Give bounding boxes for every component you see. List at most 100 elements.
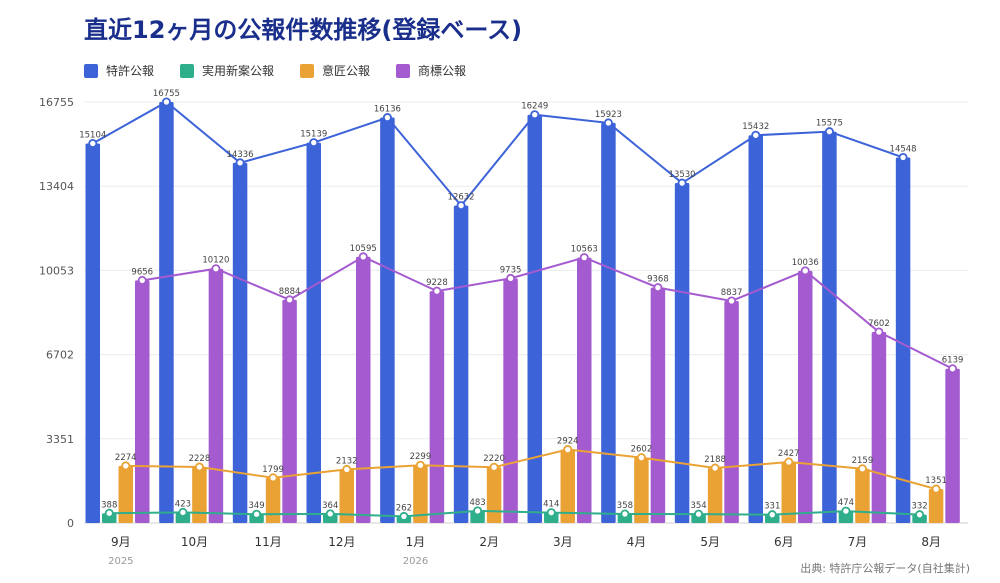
point-patent [824,127,834,137]
point-design [194,462,204,472]
data-label-design: 1351 [925,476,947,486]
chart-title: 直近12ヶ月の公報件数推移(登録ベース) [84,16,523,44]
bar-trademark [208,268,224,523]
data-label-design: 2159 [852,456,874,466]
bar-patent [306,142,321,523]
point-utility [473,506,483,516]
data-label-patent: 15923 [595,110,622,120]
point-patent [751,130,761,140]
data-label-trademark: 10595 [350,244,377,254]
point-trademark [137,275,147,285]
data-label-trademark: 6139 [942,356,964,366]
data-label-utility: 388 [101,500,117,510]
data-label-utility: 358 [617,501,633,511]
data-label-patent: 14548 [890,144,917,154]
bar-design [634,457,649,523]
point-patent [603,118,613,128]
bar-patent [159,102,174,523]
point-trademark [800,266,810,276]
x-tick-label: 12月 [328,535,355,549]
point-trademark [211,264,221,274]
data-label-trademark: 9656 [131,267,153,277]
point-utility [178,507,188,517]
y-tick-label: 6702 [46,349,74,362]
point-utility [915,510,925,520]
data-label-design: 2132 [336,456,358,466]
bar-patent [380,117,395,524]
legend-swatch-patent [84,63,98,78]
bar-design [192,467,207,523]
data-label-utility: 483 [469,498,485,508]
line-design [125,448,937,491]
x-tick-label: 9月 [111,535,131,549]
point-patent [161,97,171,107]
bar-design [265,477,281,523]
data-label-utility: 331 [764,502,780,512]
point-utility [620,509,630,519]
bar-design [339,469,354,523]
data-label-trademark: 8884 [279,287,301,297]
y-tick-label: 3351 [46,433,74,446]
x-tick-label: 11月 [255,535,282,549]
point-utility [767,510,777,520]
legend-label-utility: 実用新案公報 [202,64,275,78]
legend-item-patent[interactable]: 特許公報 [84,62,154,79]
point-patent [456,201,466,211]
point-utility [399,511,409,521]
point-trademark [432,286,442,296]
point-patent [382,113,392,123]
point-trademark [653,283,663,293]
data-label-design: 2924 [557,437,579,447]
bar-design [486,467,502,523]
data-label-design: 2188 [704,455,726,465]
point-design [710,463,720,473]
point-trademark [285,295,295,305]
data-label-patent: 14336 [227,150,254,160]
data-label-utility: 414 [543,500,559,510]
bar-patent [527,114,542,523]
point-design [784,457,794,467]
x-tick-label: 1月 [406,535,426,549]
bar-patent [232,162,248,523]
legend-label-trademark: 商標公報 [418,64,467,78]
point-trademark [506,273,516,283]
point-trademark [579,253,589,263]
data-label-utility: 354 [690,501,706,511]
data-label-trademark: 7602 [868,319,890,329]
point-patent [88,138,98,148]
bar-design [855,468,870,523]
point-trademark [358,252,368,262]
data-label-patent: 15432 [742,122,769,132]
bar-trademark [945,368,960,523]
bar-design [928,489,944,523]
line-patent [92,100,904,208]
point-utility [546,508,556,518]
legend: 特許公報 実用新案公報 意匠公報 商標公報 [84,62,466,79]
data-label-design: 2274 [115,453,137,463]
data-label-trademark: 10036 [792,258,819,268]
data-label-patent: 15575 [816,119,843,129]
legend-item-utility[interactable]: 実用新案公報 [180,62,274,79]
x-tick-label: 10月 [181,535,208,549]
bar-patent [453,205,469,524]
data-label-design: 2299 [410,452,432,462]
data-label-design: 2602 [631,445,653,455]
bar-utility [470,510,485,523]
legend-item-design[interactable]: 意匠公報 [300,62,370,79]
point-design [489,462,499,472]
legend-swatch-utility [180,63,195,78]
point-design [563,445,573,455]
bar-design [707,468,723,523]
bar-trademark [356,256,371,523]
point-trademark [727,296,737,306]
bar-trademark [798,270,813,523]
data-label-utility: 332 [911,502,927,512]
bar-trademark [650,287,666,523]
point-patent [677,178,687,188]
data-label-patent: 13530 [669,170,696,180]
data-label-design: 1799 [262,465,284,475]
data-label-patent: 16755 [153,89,180,99]
point-patent [309,138,319,148]
legend-item-trademark[interactable]: 商標公報 [396,62,466,79]
y-tick-label: 0 [67,517,74,530]
